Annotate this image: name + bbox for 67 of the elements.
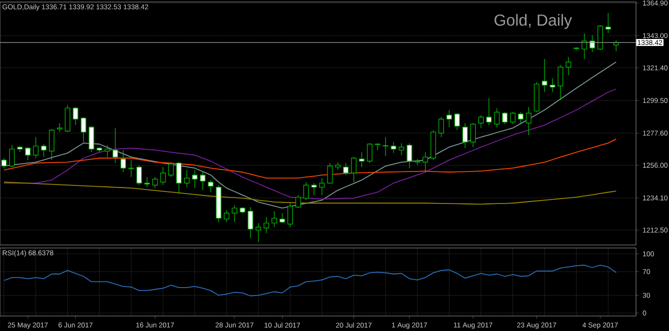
candlestick [25,146,31,160]
candlestick [566,56,572,76]
candlestick [590,34,596,52]
candlestick [438,116,444,138]
candlestick [224,210,230,222]
candlestick [605,12,611,34]
candlestick [550,78,556,92]
candlestick [232,204,238,222]
candlestick [597,24,603,50]
candlestick [136,164,142,186]
candlestick [478,114,484,128]
candlestick [518,112,524,124]
candlestick [128,160,134,178]
candlestick [9,144,15,168]
candlestick [200,172,206,191]
candlestick [406,142,412,168]
candlestick [366,142,372,164]
candlestick [48,128,54,160]
candlestick [462,122,468,148]
candlestick [144,176,150,188]
candlestick [33,136,39,158]
candlestick [422,152,428,172]
candlestick [184,170,190,188]
candlestick [351,156,357,182]
candlestick [104,144,110,158]
candlestick [526,106,532,136]
candlestick [256,222,262,242]
candlestick [446,110,452,128]
candlestick [303,182,309,200]
candlestick [64,104,70,132]
candlestick [208,180,214,192]
candlestick [382,136,388,156]
candlestick [176,162,182,195]
candlestick [279,212,285,224]
candlestick [311,182,317,196]
candlestick [486,98,492,126]
candlestick [168,162,174,178]
candlestick [295,194,301,208]
candlestick [1,158,7,168]
candlestick [160,166,166,186]
candlestick [558,64,564,100]
candlestick [582,32,588,60]
candlestick [343,162,349,176]
candlestick [272,210,278,228]
candlestick [470,122,476,148]
candlestick [494,108,500,128]
candlestick [152,176,158,188]
candlestick [72,106,78,126]
candlestick [502,112,508,125]
candlestick [192,170,198,188]
candlestick [542,58,548,92]
candlestick [398,142,404,156]
candlestick [358,152,364,168]
candlestick [112,128,118,164]
candlestick [390,142,396,154]
candlestick [248,206,254,238]
candlestick [80,116,86,142]
candlestick [319,178,325,196]
candlestick [287,202,293,228]
candlestick [88,126,94,153]
text: Gold, Daily [494,14,572,29]
candlestick [264,216,270,234]
candlestick [510,112,516,125]
candlestick [41,144,46,158]
candlestick [120,150,126,172]
candlestick [454,112,460,130]
candlestick [327,162,333,184]
